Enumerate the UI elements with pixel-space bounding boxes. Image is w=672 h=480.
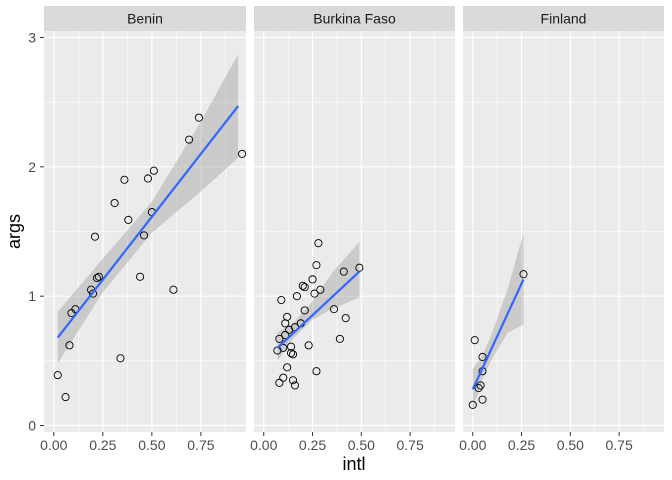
- data-point: [283, 363, 292, 372]
- confidence-band: [57, 54, 239, 364]
- fit-line: [56, 105, 240, 339]
- data-point: [478, 395, 487, 404]
- data-point: [139, 231, 149, 240]
- data-point: [310, 289, 319, 298]
- data-point: [283, 312, 292, 321]
- data-point: [169, 285, 178, 294]
- data-point: [94, 272, 103, 281]
- data-point: [292, 292, 301, 301]
- data-point: [277, 296, 286, 305]
- data-point: [116, 354, 125, 363]
- data-point: [124, 215, 133, 224]
- x-axis-title: intl: [342, 454, 365, 474]
- data-point: [287, 349, 296, 358]
- data-point: [478, 352, 487, 362]
- facet-strip-label: Benin: [127, 11, 163, 27]
- confidence-band: [277, 241, 360, 361]
- y-axis-title: args: [4, 214, 24, 249]
- data-point: [88, 289, 98, 298]
- data-point: [314, 239, 323, 248]
- data-point: [281, 330, 290, 340]
- data-point: [300, 306, 309, 315]
- data-point: [120, 175, 129, 184]
- data-point: [136, 272, 145, 281]
- x-tick-label: 0.00: [250, 437, 277, 453]
- data-point: [290, 381, 300, 390]
- data-point: [339, 267, 348, 276]
- fit-line: [276, 270, 361, 349]
- data-point: [476, 381, 485, 390]
- data-point: [519, 270, 528, 279]
- data-point: [143, 174, 152, 183]
- data-point: [53, 371, 62, 380]
- data-point: [468, 400, 477, 409]
- x-tick-label: 0.25: [299, 437, 326, 453]
- data-point: [308, 275, 317, 284]
- y-tick-label: 0: [28, 418, 36, 434]
- data-point: [341, 314, 350, 323]
- facet-strip: [463, 6, 664, 31]
- x-tick-label: 0.50: [138, 437, 165, 453]
- facet-benin: Benin 0.00 0.25 0.50 0.75: [40, 6, 247, 453]
- facet-strip-label: Finland: [541, 11, 587, 27]
- x-tick-label: 0.75: [396, 437, 423, 453]
- data-point: [92, 274, 102, 283]
- data-point: [470, 336, 479, 345]
- data-point: [110, 198, 119, 208]
- data-point: [316, 285, 325, 294]
- data-point: [329, 305, 339, 314]
- y-tick-label: 1: [28, 288, 36, 304]
- x-tick-label: 0.50: [348, 437, 375, 453]
- facet-strip-label: Burkina Faso: [313, 11, 396, 27]
- x-tick-label: 0.25: [508, 437, 535, 453]
- data-point: [298, 281, 307, 290]
- x-tick-label: 0.00: [459, 437, 486, 453]
- confidence-band: [472, 232, 524, 411]
- x-tick-label: 0.25: [89, 437, 116, 453]
- data-point: [275, 378, 284, 387]
- data-point: [288, 350, 298, 359]
- data-point: [335, 334, 344, 343]
- facet-burkina-faso: Burkina Faso 0.00 0.25 0.50 0.75: [250, 6, 455, 453]
- data-point: [287, 342, 296, 351]
- data-point: [288, 376, 298, 385]
- facet-strip: [254, 6, 455, 31]
- data-point: [312, 367, 321, 376]
- data-point: [355, 263, 364, 272]
- data-point: [279, 373, 288, 382]
- data-point: [304, 341, 313, 350]
- y-tick-label: 3: [28, 29, 36, 45]
- x-tick-label: 0.50: [557, 437, 584, 453]
- data-point: [90, 232, 100, 241]
- data-point: [279, 343, 288, 352]
- data-point: [312, 261, 321, 270]
- fit-line: [471, 278, 525, 390]
- data-point: [61, 393, 70, 402]
- x-tick-label: 0.75: [187, 437, 214, 453]
- data-point: [65, 341, 74, 350]
- x-tick-label: 0.00: [40, 437, 67, 453]
- data-point: [238, 149, 247, 158]
- x-tick-label: 0.75: [605, 437, 632, 453]
- data-point: [149, 166, 158, 175]
- data-point: [275, 334, 284, 343]
- data-point: [185, 135, 194, 144]
- facet-finland: Finland 0.00 0.25 0.50 0.75: [459, 6, 664, 453]
- y-tick-label: 2: [28, 159, 36, 175]
- data-point: [194, 113, 203, 122]
- data-point: [474, 383, 483, 393]
- data-point: [300, 283, 309, 292]
- facet-strip: [44, 6, 246, 31]
